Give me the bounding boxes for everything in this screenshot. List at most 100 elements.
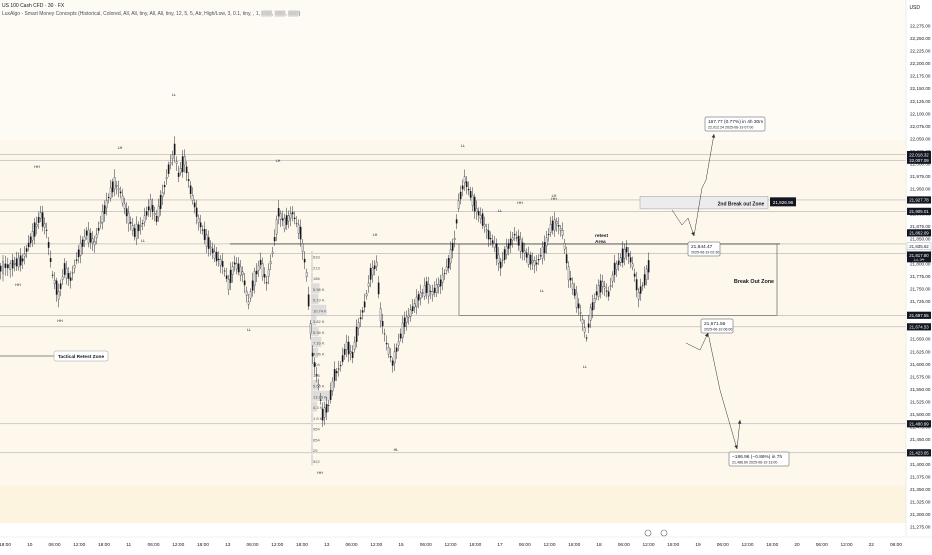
candle-body	[341, 355, 344, 362]
candle-body	[377, 282, 380, 295]
volume-profile-label: 1.5 K	[313, 416, 323, 421]
candle-body	[7, 264, 9, 269]
candle-body	[101, 211, 104, 223]
candle-body	[625, 247, 628, 253]
indicator-legend[interactable]: LuxAlgo - Smart Money Concepts (Historic…	[2, 11, 301, 17]
candle-body	[439, 279, 442, 287]
callout-breakout-low-line2: 2025-06-19 06:00	[704, 328, 732, 332]
x-tick-label: 12:00	[741, 542, 753, 548]
candle-body	[423, 285, 426, 297]
candle-body	[561, 230, 564, 236]
candle-body	[455, 219, 458, 224]
volume-profile-label: 13.15 K	[313, 394, 327, 399]
candle-body	[45, 229, 48, 231]
y-tick-label: 22,150.00	[910, 86, 931, 91]
candle-body	[199, 222, 202, 228]
x-tick-label: 18:00	[667, 542, 679, 548]
lower-shaded-band	[0, 485, 906, 523]
candle-body	[629, 257, 632, 263]
tactical-retest-box[interactable]	[53, 350, 109, 362]
candle-body	[211, 248, 214, 253]
candle-body	[515, 237, 518, 239]
candle-body	[615, 263, 618, 270]
candle-body	[197, 217, 200, 223]
candle-body	[333, 369, 336, 381]
candle-body	[291, 212, 294, 215]
candle-body	[371, 267, 374, 276]
candle-body	[209, 246, 212, 249]
candle-body	[623, 249, 626, 259]
candle-body	[31, 231, 34, 241]
candle-body	[417, 294, 420, 301]
candle-body	[103, 205, 106, 214]
candle-body	[599, 280, 602, 293]
candle-body	[349, 351, 352, 354]
calendar-icon[interactable]	[644, 529, 652, 537]
y-tick-label: 21,650.00	[910, 337, 931, 342]
callout-measure-down-box[interactable]	[728, 451, 790, 467]
candle-body	[445, 266, 448, 271]
callout-breakout-low-box[interactable]	[700, 318, 734, 334]
candle-body	[305, 271, 308, 278]
symbol-title[interactable]: US 100 Cash CFD · 30 · FX	[2, 3, 65, 9]
candle-body	[205, 234, 208, 247]
price-badge	[907, 323, 931, 331]
candle-body	[441, 274, 444, 283]
candle-body	[95, 234, 98, 239]
volume-profile-label: 7.16 K	[313, 341, 325, 346]
candle-body	[169, 162, 172, 165]
structure-label: HH	[57, 319, 63, 323]
x-tick-label: 06:00	[890, 542, 902, 548]
candle-body	[71, 272, 74, 274]
second-break-out-zone-box[interactable]	[639, 196, 769, 210]
volume-profile-label: 29	[313, 448, 318, 453]
candle-body	[435, 284, 438, 294]
candle-body	[237, 263, 240, 273]
downside-target-arrow[interactable]	[707, 332, 738, 450]
retest-label: Area	[595, 239, 606, 245]
callout-retest-price-line2: 2025-06-19 02:30	[691, 251, 719, 255]
x-tick-label: 12:00	[73, 542, 85, 548]
candle-body	[609, 285, 612, 287]
x-tick-label: 12:00	[543, 542, 555, 548]
callout-measure-up-box[interactable]	[704, 116, 766, 132]
candle-body	[87, 229, 90, 244]
candle-body	[463, 176, 466, 184]
price-badge-label: 21,927.78	[909, 198, 929, 203]
candle-body	[547, 233, 550, 236]
candle-body	[601, 281, 604, 287]
candle-body	[413, 303, 416, 308]
time-axis-icons[interactable]	[644, 529, 668, 537]
candle-body	[297, 224, 300, 234]
candle-body	[549, 223, 552, 233]
breakdown-retest-arrow[interactable]	[685, 332, 709, 351]
retest-arrow-path[interactable]	[671, 209, 695, 237]
candle-body	[431, 291, 434, 296]
breakdown-retest-arrow-head	[704, 333, 709, 337]
candle-body	[519, 238, 522, 252]
timezone-icon[interactable]	[660, 529, 668, 537]
callout-breakout-low-line1: 21,671.56	[704, 321, 726, 327]
candle-body	[159, 195, 162, 209]
break-out-zone-box[interactable]	[458, 243, 778, 316]
candle-body	[161, 192, 164, 198]
callout-retest-price-box[interactable]	[687, 241, 721, 257]
candle-body	[15, 258, 18, 267]
volume-profile-bar	[311, 423, 313, 434]
upside-target-arrow[interactable]	[693, 133, 715, 237]
candle-body	[457, 200, 460, 209]
downside-bounce-arrow[interactable]	[736, 419, 741, 450]
candle-body	[97, 227, 100, 231]
y-tick-label: 22,000.00	[910, 161, 931, 166]
candle-body	[319, 399, 322, 401]
structure-label: LH	[373, 233, 378, 237]
candle-body	[113, 176, 116, 190]
price-badge	[907, 311, 931, 319]
y-tick-label: 22,075.00	[910, 124, 931, 129]
